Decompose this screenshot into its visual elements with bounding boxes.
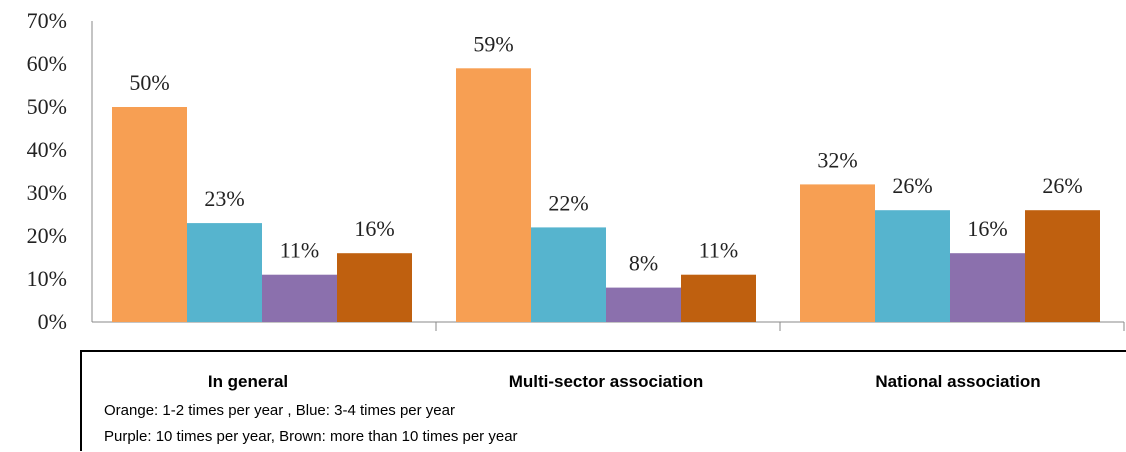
y-tick-labels: 0% 10% 20% 30% 40% 50% 60% 70% xyxy=(27,8,67,334)
data-label: 8% xyxy=(629,251,658,276)
y-tick-label: 30% xyxy=(27,180,67,205)
y-tick-label: 70% xyxy=(27,8,67,33)
category-label-national: National association xyxy=(875,372,1040,391)
y-tick-label: 40% xyxy=(27,137,67,162)
legend-note-1: Orange: 1-2 times per year , Blue: 3-4 t… xyxy=(104,402,455,419)
data-labels: 50% 23% 11% 16% 59% 22% 8% 11% 32% 26% 16% 26% xyxy=(129,31,1082,275)
bar xyxy=(456,68,531,322)
data-label: 11% xyxy=(280,238,320,263)
legend-box-border xyxy=(80,350,1126,451)
bar xyxy=(187,223,262,322)
y-tick-label: 50% xyxy=(27,94,67,119)
data-label: 26% xyxy=(892,173,932,198)
bar xyxy=(262,274,337,322)
bar xyxy=(606,287,681,322)
bar xyxy=(800,184,875,322)
bar xyxy=(681,274,756,322)
bar xyxy=(1025,210,1100,322)
bars xyxy=(112,68,1100,322)
bar xyxy=(337,253,412,322)
data-label: 26% xyxy=(1042,173,1082,198)
bar xyxy=(950,253,1025,322)
bar xyxy=(531,227,606,322)
y-tick-label: 20% xyxy=(27,223,67,248)
data-label: 22% xyxy=(548,190,588,215)
y-tick-label: 0% xyxy=(38,309,67,334)
y-tick-label: 60% xyxy=(27,51,67,76)
bar xyxy=(112,107,187,322)
data-label: 59% xyxy=(473,31,513,56)
data-label: 11% xyxy=(699,238,739,263)
data-label: 32% xyxy=(817,147,857,172)
bar xyxy=(875,210,950,322)
legend-note-2: Purple: 10 times per year, Brown: more t… xyxy=(104,428,518,445)
data-label: 16% xyxy=(354,216,394,241)
y-tick-label: 10% xyxy=(27,266,67,291)
category-label-multi-sector: Multi-sector association xyxy=(509,372,704,391)
data-label: 50% xyxy=(129,70,169,95)
category-label-in-general: In general xyxy=(208,372,288,391)
data-label: 16% xyxy=(967,216,1007,241)
data-label: 23% xyxy=(204,186,244,211)
